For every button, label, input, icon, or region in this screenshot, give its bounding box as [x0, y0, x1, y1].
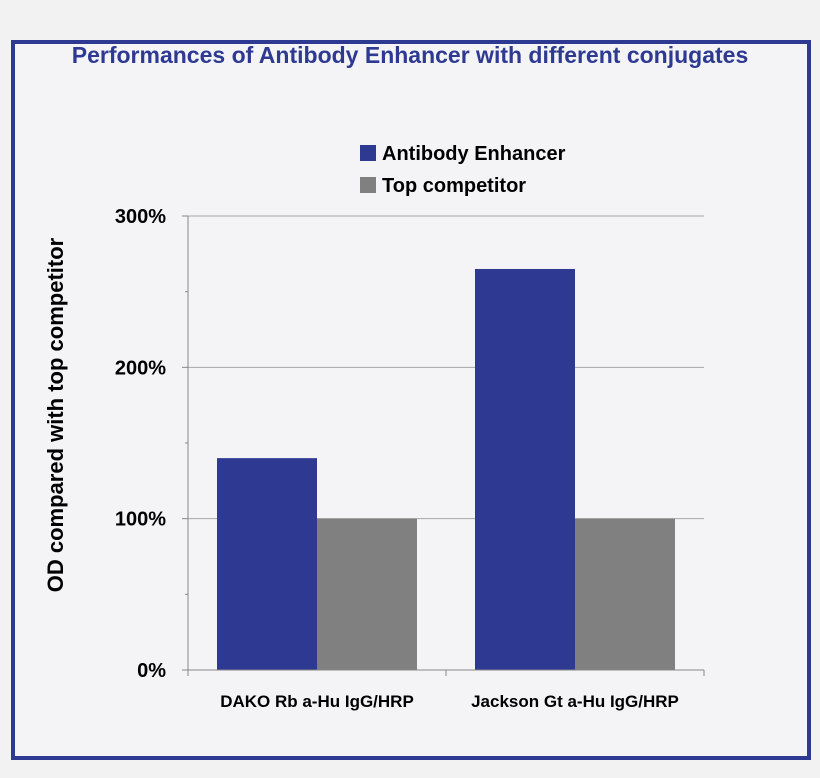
- legend-label: Top competitor: [382, 175, 526, 197]
- bar-top-competitor-1: [317, 518, 417, 670]
- axes: 0% 100% 200% 300% DAKO Rb a-Hu IgG/HRP Jackso…: [115, 206, 705, 711]
- y-tick-label: 0%: [137, 660, 166, 682]
- legend-swatch: [360, 145, 376, 161]
- bar-antibody-enhancer-1: [217, 458, 317, 670]
- y-tick-label: 200%: [115, 357, 166, 379]
- legend-swatch: [360, 177, 376, 193]
- y-axis-label: OD compared with top competitor: [43, 237, 68, 592]
- bar-antibody-enhancer-2: [475, 268, 575, 670]
- x-category-label: Jackson Gt a-Hu IgG/HRP: [471, 692, 679, 711]
- chart-title: Performances of Antibody Enhancer with d…: [71, 42, 749, 68]
- y-tick-label: 100%: [115, 509, 166, 531]
- bars: [217, 268, 675, 670]
- legend-label: Antibody Enhancer: [382, 143, 566, 165]
- bar-top-competitor-2: [575, 518, 675, 670]
- x-category-label: DAKO Rb a-Hu IgG/HRP: [220, 692, 414, 711]
- legend: Antibody Enhancer Top competitor: [360, 143, 566, 197]
- y-tick-label: 300%: [115, 206, 166, 228]
